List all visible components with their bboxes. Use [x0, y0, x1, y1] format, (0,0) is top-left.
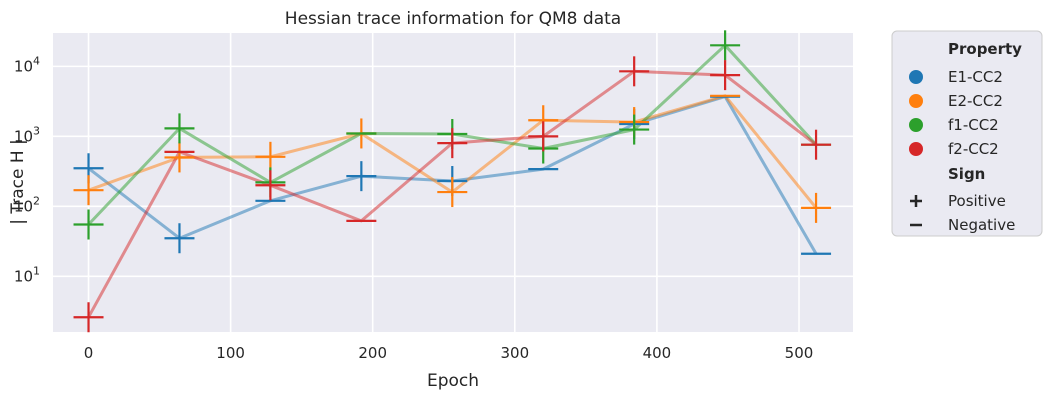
- data-point-f2-CC2: [73, 302, 104, 333]
- y-tick-labels: 101 102 103 104: [14, 54, 40, 285]
- legend-box: [891, 30, 1043, 237]
- legend-dot-f1-CC2: [909, 118, 923, 132]
- x-tick-label: 300: [500, 344, 529, 362]
- legend-sign-positive: Positive: [910, 192, 1006, 210]
- y-tick-label: 104: [14, 54, 40, 75]
- legend-property-items: E1-CC2 E2-CC2 f1-CC2 f2-CC2: [909, 68, 1003, 158]
- y-tick-label: 102: [14, 194, 40, 215]
- data-point-f2-CC2: [619, 56, 650, 87]
- y-tick-label: 101: [14, 264, 40, 285]
- chart-title: Hessian trace information for QM8 data: [285, 9, 621, 29]
- data-point-E1-CC2: [164, 223, 195, 254]
- legend-dot-E1-CC2: [909, 70, 923, 84]
- data-point-E2-CC2: [255, 141, 286, 172]
- data-point-f2-CC2: [801, 129, 832, 160]
- legend-dot-E2-CC2: [909, 94, 923, 108]
- data-point-f1-CC2: [164, 113, 195, 144]
- x-tick-label: 400: [643, 344, 672, 362]
- legend-label-f2-CC2: f2-CC2: [948, 140, 999, 158]
- data-point-E1-CC2: [346, 161, 377, 192]
- series-markers: [73, 30, 832, 333]
- data-point-E2-CC2: [437, 177, 468, 208]
- x-tick-labels: 0 100 200 300 400 500: [84, 344, 814, 362]
- legend-sign-negative: Negative: [910, 216, 1015, 234]
- data-point-f1-CC2: [73, 209, 104, 240]
- data-point-f2-CC2: [255, 170, 286, 201]
- data-point-f2-CC2: [710, 60, 741, 91]
- data-point-E2-CC2: [73, 175, 104, 206]
- grid: [53, 33, 853, 332]
- data-point-E2-CC2: [164, 142, 195, 173]
- x-tick-label: 100: [216, 344, 245, 362]
- legend-negative-label: Negative: [948, 216, 1015, 234]
- data-point-f1-CC2: [710, 30, 741, 61]
- data-point-E2-CC2: [801, 192, 832, 223]
- data-point-f2-CC2: [437, 128, 468, 159]
- data-point-f2-CC2: [528, 121, 559, 152]
- x-tick-label: 500: [785, 344, 814, 362]
- legend-label-E2-CC2: E2-CC2: [948, 92, 1003, 110]
- legend-property-title: Property: [948, 40, 1022, 58]
- x-tick-label: 0: [84, 344, 94, 362]
- x-axis-label: Epoch: [427, 371, 479, 391]
- legend-positive-label: Positive: [948, 192, 1006, 210]
- x-tick-label: 200: [358, 344, 387, 362]
- legend-sign-title: Sign: [948, 165, 985, 183]
- legend-label-E1-CC2: E1-CC2: [948, 68, 1003, 86]
- legend: Property E1-CC2 E2-CC2 f1-CC2 f2-CC2 Sign P…: [891, 30, 1043, 237]
- legend-label-f1-CC2: f1-CC2: [948, 116, 999, 134]
- y-tick-label: 103: [14, 124, 40, 145]
- data-point-f1-CC2: [619, 114, 650, 145]
- legend-dot-f2-CC2: [909, 142, 923, 156]
- y-axis-label: | Trace H |: [8, 139, 28, 225]
